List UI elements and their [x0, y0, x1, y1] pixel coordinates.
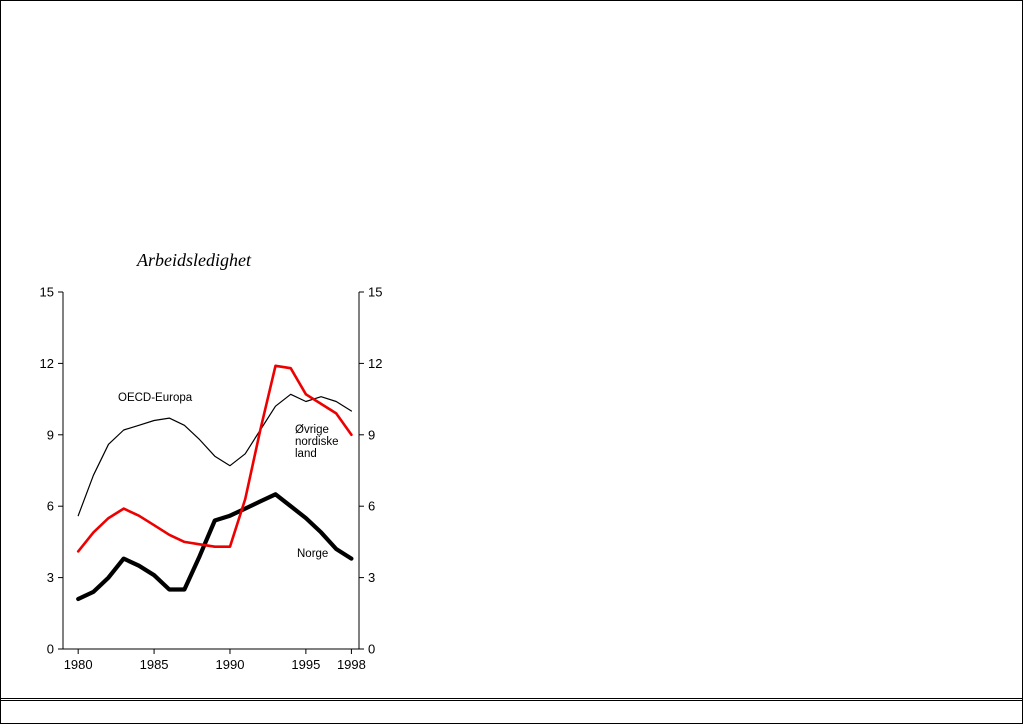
y-tick-label-left: 3	[47, 570, 54, 585]
y-tick-label-right: 0	[368, 642, 375, 657]
x-tick-label: 1980	[64, 657, 93, 672]
y-tick-label-right: 9	[368, 427, 375, 442]
x-tick-label: 1990	[216, 657, 245, 672]
y-tick-label-left: 6	[47, 499, 54, 514]
x-tick-label: 1995	[291, 657, 320, 672]
y-tick-label-left: 15	[40, 285, 54, 300]
x-tick-label: 1985	[140, 657, 169, 672]
y-tick-label-left: 9	[47, 427, 54, 442]
series-line-oecd-europa	[77, 393, 352, 517]
y-tick-label-left: 0	[47, 642, 54, 657]
footer-rule	[1, 698, 1022, 701]
chart-title: Arbeidsledighet	[137, 250, 251, 270]
series-label-ovrige-nordiske-land: Øvrige nordiske land	[295, 424, 339, 460]
y-tick-label-right: 3	[368, 570, 375, 585]
y-tick-label-left: 12	[40, 356, 54, 371]
series-label-oecd-europa: OECD-Europa	[118, 392, 193, 404]
series-line-norge	[76, 492, 354, 602]
series-line--vrige-nordiske-land	[76, 364, 353, 553]
y-tick-label-right: 6	[368, 499, 375, 514]
y-tick-label-right: 12	[368, 356, 382, 371]
x-tick-label: 1998	[337, 657, 366, 672]
y-tick-label-right: 15	[368, 285, 382, 300]
chart-axes	[62, 292, 360, 650]
series-label-norge: Norge	[297, 548, 329, 560]
